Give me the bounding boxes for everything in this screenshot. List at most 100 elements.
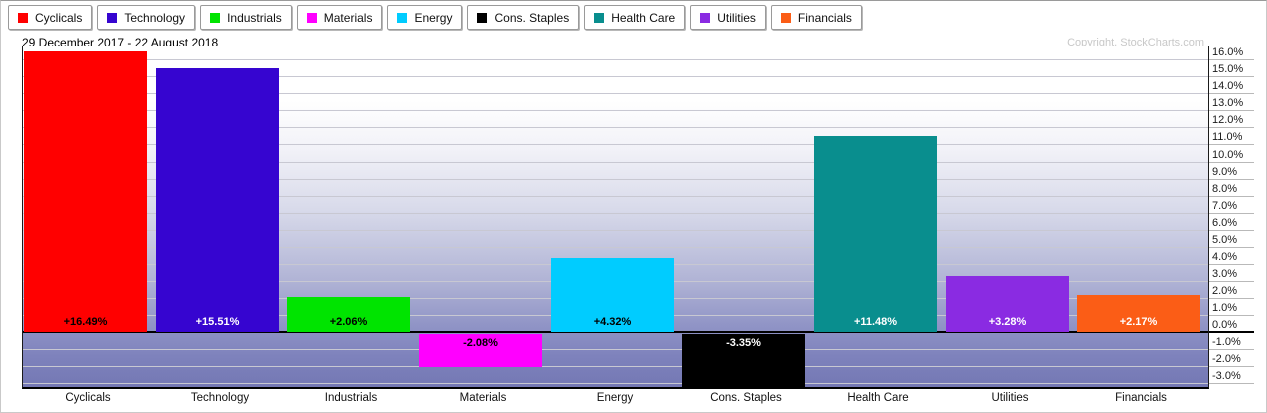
y-axis-tick-label: 5.0% — [1212, 234, 1238, 246]
bar-financials[interactable] — [1077, 295, 1200, 332]
plot-area: +16.49% +15.51% +2.06% -2.08% +4.32% -3.35% +1… — [22, 46, 1209, 389]
legend-item-utilities[interactable]: Utilities — [690, 5, 766, 30]
legend-item-technology[interactable]: Technology — [97, 5, 196, 30]
x-axis-category-label: Cyclicals — [65, 392, 111, 404]
bar-cons-staples[interactable] — [682, 334, 805, 387]
legend-item-label: Cons. Staples — [494, 10, 570, 25]
energy-color-swatch-icon — [397, 12, 408, 23]
y-axis-tick-label: 13.0% — [1212, 97, 1244, 109]
y-axis-tick — [1209, 331, 1254, 333]
legend-item-materials[interactable]: Materials — [296, 5, 383, 30]
y-axis-tick — [1209, 366, 1254, 367]
y-axis-tick — [1209, 247, 1254, 248]
legend-item-label: Cyclicals — [35, 10, 83, 25]
legend-item-energy[interactable]: Energy — [387, 5, 463, 30]
gridline — [23, 179, 1208, 180]
legend-item-label: Financials — [797, 10, 852, 25]
cyclicals-color-swatch-icon — [18, 12, 28, 23]
legend-item-cons-staples[interactable]: Cons. Staples — [467, 5, 580, 30]
y-axis-tick-label: 4.0% — [1212, 251, 1238, 263]
gridline — [23, 230, 1208, 231]
y-axis-tick-label: -3.0% — [1212, 370, 1241, 382]
y-axis-tick-label: 6.0% — [1212, 217, 1238, 229]
x-axis-category-label: Energy — [596, 392, 634, 404]
legend-item-label: Industrials — [227, 10, 282, 25]
y-axis-tick — [1209, 179, 1254, 180]
y-axis-tick — [1209, 281, 1254, 282]
y-axis-tick — [1209, 298, 1254, 299]
gridline — [23, 59, 1208, 60]
x-axis: Cyclicals Technology Industrials Materials E… — [22, 392, 1209, 408]
gridline — [23, 349, 1208, 350]
x-axis-category-label: Technology — [190, 392, 250, 404]
y-axis-tick — [1209, 264, 1254, 265]
gridline — [23, 93, 1208, 94]
x-axis-category-label: Financials — [1115, 392, 1167, 404]
bar-technology[interactable] — [156, 68, 279, 332]
y-axis-tick-label: -1.0% — [1212, 336, 1241, 348]
gridline — [23, 144, 1208, 145]
financials-color-swatch-icon — [780, 12, 791, 23]
y-axis-tick — [1209, 213, 1254, 214]
y-axis-tick-label: 2.0% — [1212, 285, 1238, 297]
y-axis-tick-label: 14.0% — [1212, 80, 1244, 92]
utilities-color-swatch-icon — [700, 12, 711, 23]
legend-item-financials[interactable]: Financials — [770, 5, 862, 30]
bar-industrials[interactable] — [287, 297, 410, 332]
y-axis-tick-label: 3.0% — [1212, 268, 1238, 280]
bar-energy[interactable] — [551, 258, 674, 332]
y-axis-tick — [1209, 230, 1254, 231]
bar-health-care[interactable] — [814, 136, 937, 332]
x-axis-category-label: Industrials — [324, 392, 378, 404]
materials-color-swatch-icon — [306, 12, 317, 23]
y-axis-tick — [1209, 349, 1254, 350]
x-axis-category-label: Health Care — [847, 392, 909, 404]
y-axis-tick-label: -2.0% — [1212, 353, 1241, 365]
y-axis-tick-label: 10.0% — [1212, 149, 1244, 161]
legend-item-label: Health Care — [611, 10, 676, 25]
y-axis: 16.0% 15.0% 14.0% 13.0% 12.0% 11.0% 10.0% 9.0% 8… — [1209, 46, 1266, 389]
gridline — [23, 162, 1208, 163]
gridline — [23, 127, 1208, 128]
y-axis-tick-label: 11.0% — [1212, 131, 1243, 143]
bar-materials[interactable] — [419, 334, 542, 367]
y-axis-tick-label: 1.0% — [1212, 302, 1238, 314]
legend-item-health-care[interactable]: Health Care — [584, 5, 686, 30]
y-axis-tick — [1209, 127, 1254, 128]
zero-line — [23, 331, 1208, 333]
gridline — [23, 247, 1208, 248]
gridline — [23, 76, 1208, 77]
y-axis-tick-label: 12.0% — [1212, 114, 1244, 126]
y-axis-tick — [1209, 162, 1254, 163]
legend-bar: Cyclicals Technology Industrials Materials E… — [8, 5, 862, 30]
y-axis-tick-label: 16.0% — [1212, 46, 1244, 58]
cons-staples-color-swatch-icon — [477, 12, 488, 23]
gridline — [23, 383, 1208, 384]
legend-item-label: Technology — [124, 10, 186, 25]
y-axis-tick — [1209, 59, 1254, 60]
gridline — [23, 366, 1208, 367]
gridline — [23, 196, 1208, 197]
health-care-color-swatch-icon — [594, 12, 605, 23]
bar-cyclicals[interactable] — [24, 51, 147, 332]
legend-item-label: Utilities — [717, 10, 756, 25]
technology-color-swatch-icon — [107, 12, 118, 23]
legend-item-industrials[interactable]: Industrials — [200, 5, 292, 30]
industrials-color-swatch-icon — [210, 12, 221, 23]
x-axis-category-label: Materials — [459, 392, 507, 404]
y-axis-tick — [1209, 144, 1254, 145]
y-axis-tick — [1209, 315, 1254, 316]
gridline — [23, 213, 1208, 214]
y-axis-tick — [1209, 93, 1254, 94]
gridline — [23, 110, 1208, 111]
y-axis-tick — [1209, 383, 1254, 384]
legend-item-label: Energy — [414, 10, 453, 25]
y-axis-tick-label: 9.0% — [1212, 166, 1238, 178]
legend-item-label: Materials — [323, 10, 373, 25]
legend-item-cyclicals[interactable]: Cyclicals — [8, 5, 93, 30]
y-axis-tick-label: 8.0% — [1212, 183, 1238, 195]
y-axis-tick — [1209, 110, 1254, 111]
bar-utilities[interactable] — [946, 276, 1069, 332]
y-axis-tick-label: 7.0% — [1212, 200, 1238, 212]
